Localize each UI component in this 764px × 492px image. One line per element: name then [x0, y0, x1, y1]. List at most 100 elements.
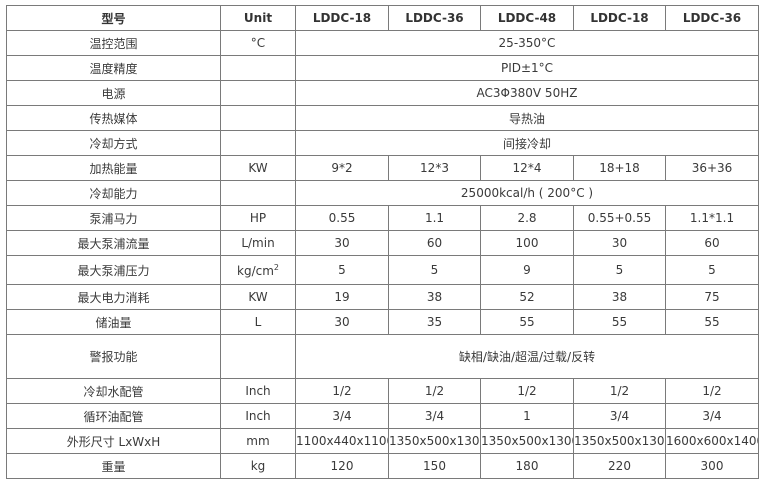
row-label: 泵浦马力 — [6, 205, 221, 231]
table-row: 温控范围 °C 25-350°C — [6, 30, 759, 56]
value-cell: 60 — [388, 230, 481, 256]
value-cell: 1.1 — [388, 205, 481, 231]
value-cell: 60 — [665, 230, 759, 256]
value-cell: 75 — [665, 284, 759, 310]
value-cell: 3/4 — [665, 403, 759, 429]
value-cell: 38 — [388, 284, 481, 310]
value-cell: 1/2 — [480, 378, 574, 404]
table-row: 电源 AC3Φ380V 50HZ — [6, 80, 759, 106]
unit-cell — [220, 80, 296, 106]
row-label: 外形尺寸 LxWxH — [6, 428, 221, 454]
value-cell: 35 — [388, 309, 481, 335]
table-row: 储油量 L 30 35 55 55 55 — [6, 309, 759, 335]
row-label: 重量 — [6, 453, 221, 479]
value-cell: 5 — [573, 255, 666, 285]
unit-superscript: 2 — [273, 262, 279, 272]
table-row: 冷却水配管 Inch 1/2 1/2 1/2 1/2 1/2 — [6, 378, 759, 404]
row-label: 温度精度 — [6, 55, 221, 81]
header-cell: LDDC-36 — [665, 5, 759, 31]
spanning-value: PID±1°C — [295, 55, 759, 81]
value-cell: 30 — [295, 309, 389, 335]
value-cell: 1 — [480, 403, 574, 429]
unit-cell — [220, 130, 296, 156]
value-cell: 1/2 — [665, 378, 759, 404]
unit-cell: L — [220, 309, 296, 335]
value-cell: 9 — [480, 255, 574, 285]
table-row: 泵浦马力 HP 0.55 1.1 2.8 0.55+0.55 1.1*1.1 — [6, 205, 759, 231]
table-row: 外形尺寸 LxWxH mm 1100x440x1100 1350x500x1300 13… — [6, 428, 759, 454]
header-cell: LDDC-18 — [295, 5, 389, 31]
unit-cell: KW — [220, 155, 296, 181]
unit-text: mm — [246, 434, 270, 448]
spanning-value: 导热油 — [295, 105, 759, 131]
spanning-value: AC3Φ380V 50HZ — [295, 80, 759, 106]
value-cell: 55 — [480, 309, 574, 335]
spanning-value: 25000kcal/h ( 200°C ) — [295, 180, 759, 206]
value-cell: 1350x500x1300 — [480, 428, 574, 454]
value-cell: 3/4 — [295, 403, 389, 429]
table-row: 循环油配管 Inch 3/4 3/4 1 3/4 3/4 — [6, 403, 759, 429]
unit-cell: Inch — [220, 378, 296, 404]
value-cell: 5 — [665, 255, 759, 285]
value-cell: 0.55 — [295, 205, 389, 231]
unit-text: L/min — [241, 236, 275, 250]
value-cell: 1/2 — [388, 378, 481, 404]
value-cell: 150 — [388, 453, 481, 479]
value-cell: 100 — [480, 230, 574, 256]
row-label: 传热媒体 — [6, 105, 221, 131]
unit-cell — [220, 55, 296, 81]
unit-text: Inch — [245, 384, 271, 398]
table-row: 最大泵浦流量 L/min 30 60 100 30 60 — [6, 230, 759, 256]
spanning-value: 25-350°C — [295, 30, 759, 56]
value-cell: 2.8 — [480, 205, 574, 231]
unit-cell: mm — [220, 428, 296, 454]
unit-text: KW — [248, 161, 268, 175]
value-cell: 18+18 — [573, 155, 666, 181]
table-row: 加热能量 KW 9*2 12*3 12*4 18+18 36+36 — [6, 155, 759, 181]
header-cell: LDDC-18 — [573, 5, 666, 31]
row-label: 警报功能 — [6, 334, 221, 379]
unit-cell: HP — [220, 205, 296, 231]
row-label: 最大泵浦流量 — [6, 230, 221, 256]
header-cell: LDDC-48 — [480, 5, 574, 31]
row-label: 加热能量 — [6, 155, 221, 181]
value-cell: 1/2 — [573, 378, 666, 404]
value-cell: 1.1*1.1 — [665, 205, 759, 231]
unit-text: kg — [250, 459, 266, 473]
unit-cell: Inch — [220, 403, 296, 429]
value-cell: 1350x500x1300 — [573, 428, 666, 454]
value-cell: 220 — [573, 453, 666, 479]
table-row: 温度精度 PID±1°C — [6, 55, 759, 81]
unit-cell: °C — [220, 30, 296, 56]
value-cell: 38 — [573, 284, 666, 310]
row-label: 最大泵浦压力 — [6, 255, 221, 285]
row-label: 冷却能力 — [6, 180, 221, 206]
table-row: 最大电力消耗 KW 19 38 52 38 75 — [6, 284, 759, 310]
table-row: 传热媒体 导热油 — [6, 105, 759, 131]
value-cell: 300 — [665, 453, 759, 479]
value-cell: 1/2 — [295, 378, 389, 404]
value-cell: 1600x600x1400 — [665, 428, 759, 454]
unit-cell — [220, 334, 296, 379]
value-cell: 30 — [295, 230, 389, 256]
value-cell: 120 — [295, 453, 389, 479]
value-cell: 9*2 — [295, 155, 389, 181]
table-row: 重量 kg 120 150 180 220 300 — [6, 453, 759, 479]
value-cell: 55 — [573, 309, 666, 335]
table-row: 最大泵浦压力 kg/cm2 5 5 9 5 5 — [6, 255, 759, 285]
value-cell: 12*4 — [480, 155, 574, 181]
value-cell: 0.55+0.55 — [573, 205, 666, 231]
table-row: 冷却能力 25000kcal/h ( 200°C ) — [6, 180, 759, 206]
unit-cell: KW — [220, 284, 296, 310]
header-cell: LDDC-36 — [388, 5, 481, 31]
value-cell: 30 — [573, 230, 666, 256]
spec-table: 型号 Unit LDDC-18 LDDC-36 LDDC-48 LDDC-18 LDDC-3… — [6, 5, 759, 479]
unit-text: KW — [248, 290, 268, 304]
value-cell: 55 — [665, 309, 759, 335]
row-label: 储油量 — [6, 309, 221, 335]
value-cell: 5 — [295, 255, 389, 285]
value-cell: 52 — [480, 284, 574, 310]
value-cell: 180 — [480, 453, 574, 479]
unit-text: kg/cm — [237, 263, 274, 278]
unit-cell — [220, 105, 296, 131]
